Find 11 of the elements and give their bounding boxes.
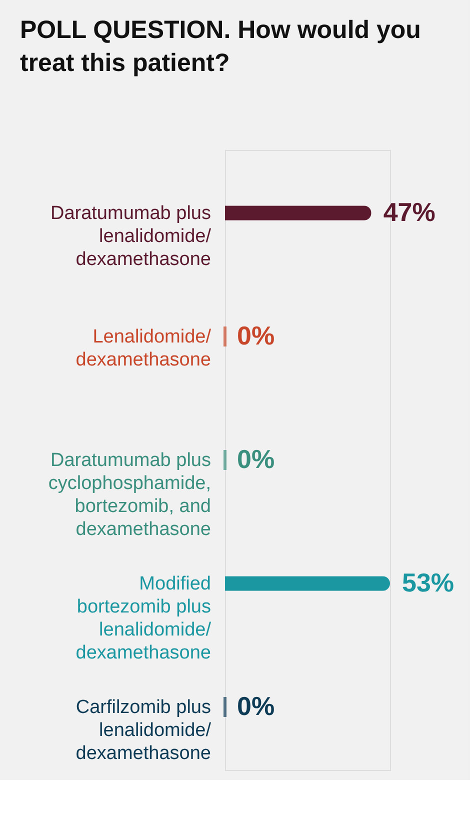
data-label: 53% (402, 568, 454, 598)
y-tick-label: Lenalidomide/ dexamethasone (76, 326, 212, 370)
data-label: 0% (237, 444, 275, 474)
data-label: 47% (383, 196, 436, 227)
y-tick-label: Daratumumab plus cyclophosphamide, bortezomib, and dexamethasone (48, 450, 211, 540)
y-tick-label: Carfilzomib plus lenalidomide/ dexamethasone (76, 697, 212, 764)
data-label: 0% (237, 320, 275, 350)
data-label: 0% (237, 691, 275, 722)
y-tick-label: Modified bortezomib plus lenalidomide/ dexamethasone (76, 574, 212, 664)
y-tick-label: Daratumumab plus lenalidomide/ dexamethasone (50, 202, 212, 270)
chart-title: POLL QUESTION. How would you treat this patient? (20, 16, 421, 77)
